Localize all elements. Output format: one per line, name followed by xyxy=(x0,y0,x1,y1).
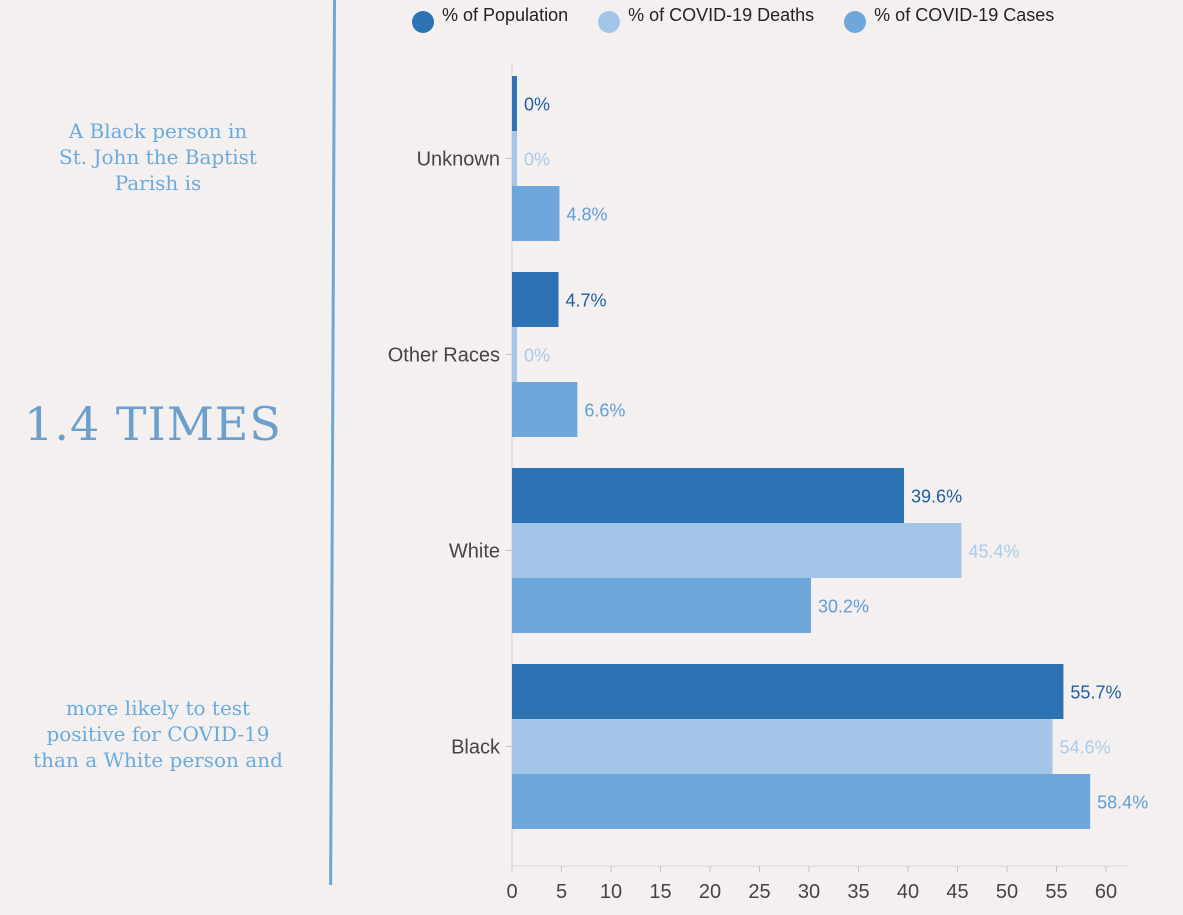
legend-item-population: % of Population xyxy=(412,5,568,33)
data-label: 0% xyxy=(524,346,550,366)
bar xyxy=(512,578,811,633)
data-label: 4.8% xyxy=(567,205,608,225)
bar xyxy=(512,76,517,131)
legend-label: % of Population xyxy=(442,5,569,25)
data-label: 58.4% xyxy=(1097,793,1148,813)
legend-item-cases: % of COVID-19 Cases xyxy=(844,5,1054,33)
left-panel: A Black person in St. John the Baptist P… xyxy=(0,0,320,915)
data-label: 0% xyxy=(524,95,550,115)
bar xyxy=(512,664,1064,719)
bar xyxy=(512,272,559,327)
bar xyxy=(512,186,560,241)
bar xyxy=(512,774,1091,829)
data-label: 30.2% xyxy=(818,597,869,617)
data-label: 54.6% xyxy=(1060,738,1111,758)
legend-dot-icon xyxy=(844,11,867,33)
legend-dot-icon xyxy=(412,11,434,33)
legend-item-deaths: % of COVID-19 Deaths xyxy=(598,5,814,33)
x-tick-label: 30 xyxy=(798,881,820,903)
category-label: Unknown xyxy=(417,149,500,171)
x-tick-label: 0 xyxy=(506,881,517,903)
legend-dot-icon xyxy=(598,11,621,33)
category-label: Black xyxy=(451,737,501,759)
headline-stat: 1.4 TIMES xyxy=(24,397,282,451)
x-tick-label: 50 xyxy=(996,881,1018,903)
outro-text: more likely to test positive for COVID-1… xyxy=(0,695,316,773)
chart-legend: % of Population % of COVID-19 Deaths % o… xyxy=(412,5,1054,33)
x-tick-label: 10 xyxy=(600,881,622,903)
outro-line-2: positive for COVID-19 xyxy=(46,722,270,746)
bar xyxy=(512,719,1053,774)
data-label: 0% xyxy=(524,150,550,170)
category-label: White xyxy=(449,541,500,563)
x-tick-label: 25 xyxy=(748,881,770,903)
bar xyxy=(512,468,905,523)
legend-label: % of COVID-19 Cases xyxy=(874,5,1055,25)
x-tick-label: 35 xyxy=(847,881,869,903)
x-tick-label: 60 xyxy=(1095,881,1117,903)
x-tick-label: 20 xyxy=(699,881,721,903)
data-label: 4.7% xyxy=(566,291,607,311)
x-tick-label: 45 xyxy=(946,881,968,903)
data-label: 55.7% xyxy=(1070,683,1121,703)
x-tick-label: 15 xyxy=(649,881,671,903)
intro-text: A Black person in St. John the Baptist P… xyxy=(0,118,316,196)
bar xyxy=(512,327,517,382)
data-label: 6.6% xyxy=(584,401,625,421)
x-tick-label: 40 xyxy=(897,881,919,903)
bar xyxy=(512,131,517,186)
intro-line-1: A Black person in xyxy=(68,119,248,143)
bar xyxy=(512,523,962,578)
data-label: 45.4% xyxy=(968,542,1019,562)
x-tick-label: 55 xyxy=(1045,881,1067,903)
intro-line-3: Parish is xyxy=(114,171,202,195)
x-tick-label: 5 xyxy=(556,881,567,903)
intro-line-2: St. John the Baptist xyxy=(59,145,257,169)
outro-line-1: more likely to test xyxy=(65,696,251,720)
category-label: Other Races xyxy=(388,345,500,367)
bar xyxy=(512,382,578,437)
legend-label: % of COVID-19 Deaths xyxy=(628,5,815,25)
outro-line-3: than a White person and xyxy=(33,748,283,772)
data-label: 39.6% xyxy=(911,487,962,507)
